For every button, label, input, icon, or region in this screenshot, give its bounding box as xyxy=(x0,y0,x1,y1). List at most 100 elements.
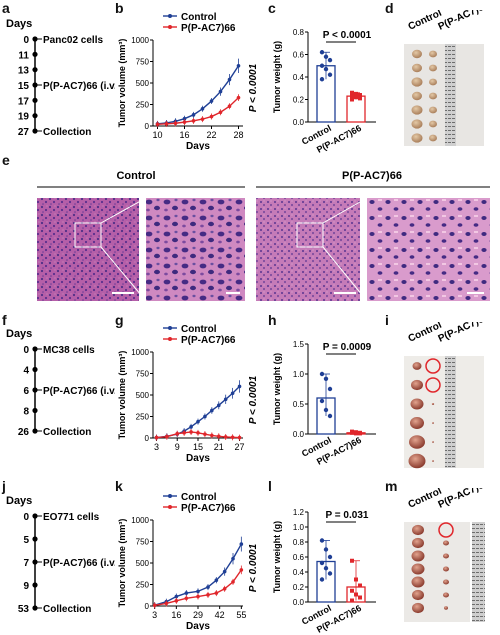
timeline-event-label: P(P-AC7)66 (i.v.) xyxy=(43,558,115,569)
bar-point xyxy=(350,94,354,99)
photo-m-ruler xyxy=(472,522,485,622)
series-point-0 xyxy=(196,419,200,424)
bar-point xyxy=(354,95,358,100)
legend-label: Control xyxy=(181,492,217,503)
photo-m-label-treated: P(P-AC7)66 xyxy=(437,488,491,511)
y-tick-label: 0.4 xyxy=(293,73,305,82)
y-axis-label: Tumor weight (g) xyxy=(272,353,282,425)
tumor-photo-i: Control P(P-AC7)66 xyxy=(404,322,491,469)
tumor-treated xyxy=(443,566,449,572)
panel-label-c: c xyxy=(268,0,276,16)
y-tick-label: 1.2 xyxy=(293,508,305,517)
timeline-day: 7 xyxy=(23,558,29,569)
x-tick-label: 3 xyxy=(154,442,159,452)
timeline-panc02: Days 0 Panc02 cells 11 13 15 P(P-AC7)66 (i.v.)… xyxy=(6,18,115,138)
y-tick-label: 750 xyxy=(136,370,150,379)
histology-title-treated: P(P-AC7)66 xyxy=(342,170,402,182)
y-tick-label: 0 xyxy=(145,602,150,611)
tumor-control xyxy=(412,63,422,73)
bar-point xyxy=(350,558,354,563)
timeline-day: 26 xyxy=(18,427,30,438)
y-tick-label: 1.5 xyxy=(293,340,305,349)
series-point-1 xyxy=(165,434,169,439)
timeline-event-label: EO771 cells xyxy=(43,512,100,523)
bar-point xyxy=(350,430,354,435)
bar-point xyxy=(354,577,358,582)
series-point-1 xyxy=(196,431,200,435)
series-point-1 xyxy=(209,114,214,119)
timeline-dot xyxy=(32,407,38,414)
photo-i-tumors xyxy=(408,362,435,469)
tumor-control xyxy=(411,550,425,562)
x-tick-label: 16 xyxy=(179,130,189,140)
tumor-treated xyxy=(429,92,437,100)
p-value: P < 0.0001 xyxy=(248,63,259,112)
panel-label-i: i xyxy=(385,312,389,328)
bar-point xyxy=(323,376,329,381)
x-axis-label: Days xyxy=(186,453,210,462)
histology-control-lowmag xyxy=(37,198,139,301)
tumor-treated xyxy=(429,134,437,142)
series-point-0 xyxy=(222,569,227,574)
legend-marker xyxy=(168,14,172,18)
y-tick-label: 1.0 xyxy=(293,370,305,379)
y-tick-label: 0.6 xyxy=(293,51,305,60)
series-line-1 xyxy=(157,97,239,125)
photo-m-circle xyxy=(438,522,454,538)
tumor-treated xyxy=(443,553,449,559)
tumor-treated xyxy=(431,402,435,406)
tumor-treated xyxy=(443,540,449,546)
bar-point xyxy=(319,77,325,82)
timeline-dot xyxy=(32,536,38,542)
tumor-control xyxy=(410,417,424,429)
legend-marker xyxy=(168,337,172,341)
timeline-day: 0 xyxy=(23,512,29,523)
timeline-header: Days xyxy=(6,495,32,507)
series-point-1 xyxy=(184,596,189,601)
series-point-1 xyxy=(223,435,228,439)
photo-i-circle-1 xyxy=(425,358,441,374)
x-tick-label: 9 xyxy=(175,442,180,452)
timeline-day: 9 xyxy=(23,581,29,592)
tumor-control xyxy=(412,602,424,614)
series-point-0 xyxy=(174,594,179,599)
series-point-1 xyxy=(164,122,169,126)
tumor-treated xyxy=(429,106,437,114)
bar-1 xyxy=(346,95,366,123)
panel-label-f: f xyxy=(2,312,7,328)
p-value: P = 0.0009 xyxy=(323,342,372,353)
bar-point xyxy=(358,583,362,588)
bar-point xyxy=(327,554,333,560)
tumor-control xyxy=(411,563,425,575)
histology-control-highmag xyxy=(146,198,245,301)
tumor-treated xyxy=(443,592,449,598)
timeline-dot xyxy=(32,51,38,57)
y-tick-label: 0.8 xyxy=(293,538,305,547)
series-point-0 xyxy=(223,397,228,402)
series-line-0 xyxy=(154,543,242,606)
series-point-1 xyxy=(152,603,157,608)
y-tick-label: 0.2 xyxy=(293,583,305,592)
series-point-0 xyxy=(191,113,196,117)
y-axis-label: Tumor volume (mm³) xyxy=(117,519,127,608)
tumor-photo-d: Control P(P-AC7)66 xyxy=(404,10,491,146)
photo-i-background xyxy=(404,356,484,468)
legend-marker xyxy=(168,494,172,498)
bar-point xyxy=(319,63,325,68)
tumor-treated xyxy=(429,78,437,86)
tumor-treated xyxy=(432,422,434,424)
x-tick-label: 29 xyxy=(193,610,203,620)
y-tick-label: 1000 xyxy=(131,516,149,525)
x-axis-label: Days xyxy=(186,621,210,630)
bar-point xyxy=(350,598,354,603)
bar-point xyxy=(350,90,354,95)
bar-point xyxy=(358,96,362,101)
chart-g-tumor-volume: 0 250 500 750 1000 3 9 15 21 27 Days Tumor volume (… xyxy=(117,324,259,462)
tumor-control xyxy=(412,589,424,601)
series-point-1 xyxy=(216,434,221,439)
y-tick-label: 0.0 xyxy=(293,598,305,607)
timeline-eo771: Days 0 EO771 cells 5 7 P(P-AC7)66 (i.v.) 9 53 Co… xyxy=(6,495,115,615)
x-axis-label: Days xyxy=(186,141,210,150)
series-point-1 xyxy=(196,594,200,599)
tumor-control xyxy=(408,453,426,469)
